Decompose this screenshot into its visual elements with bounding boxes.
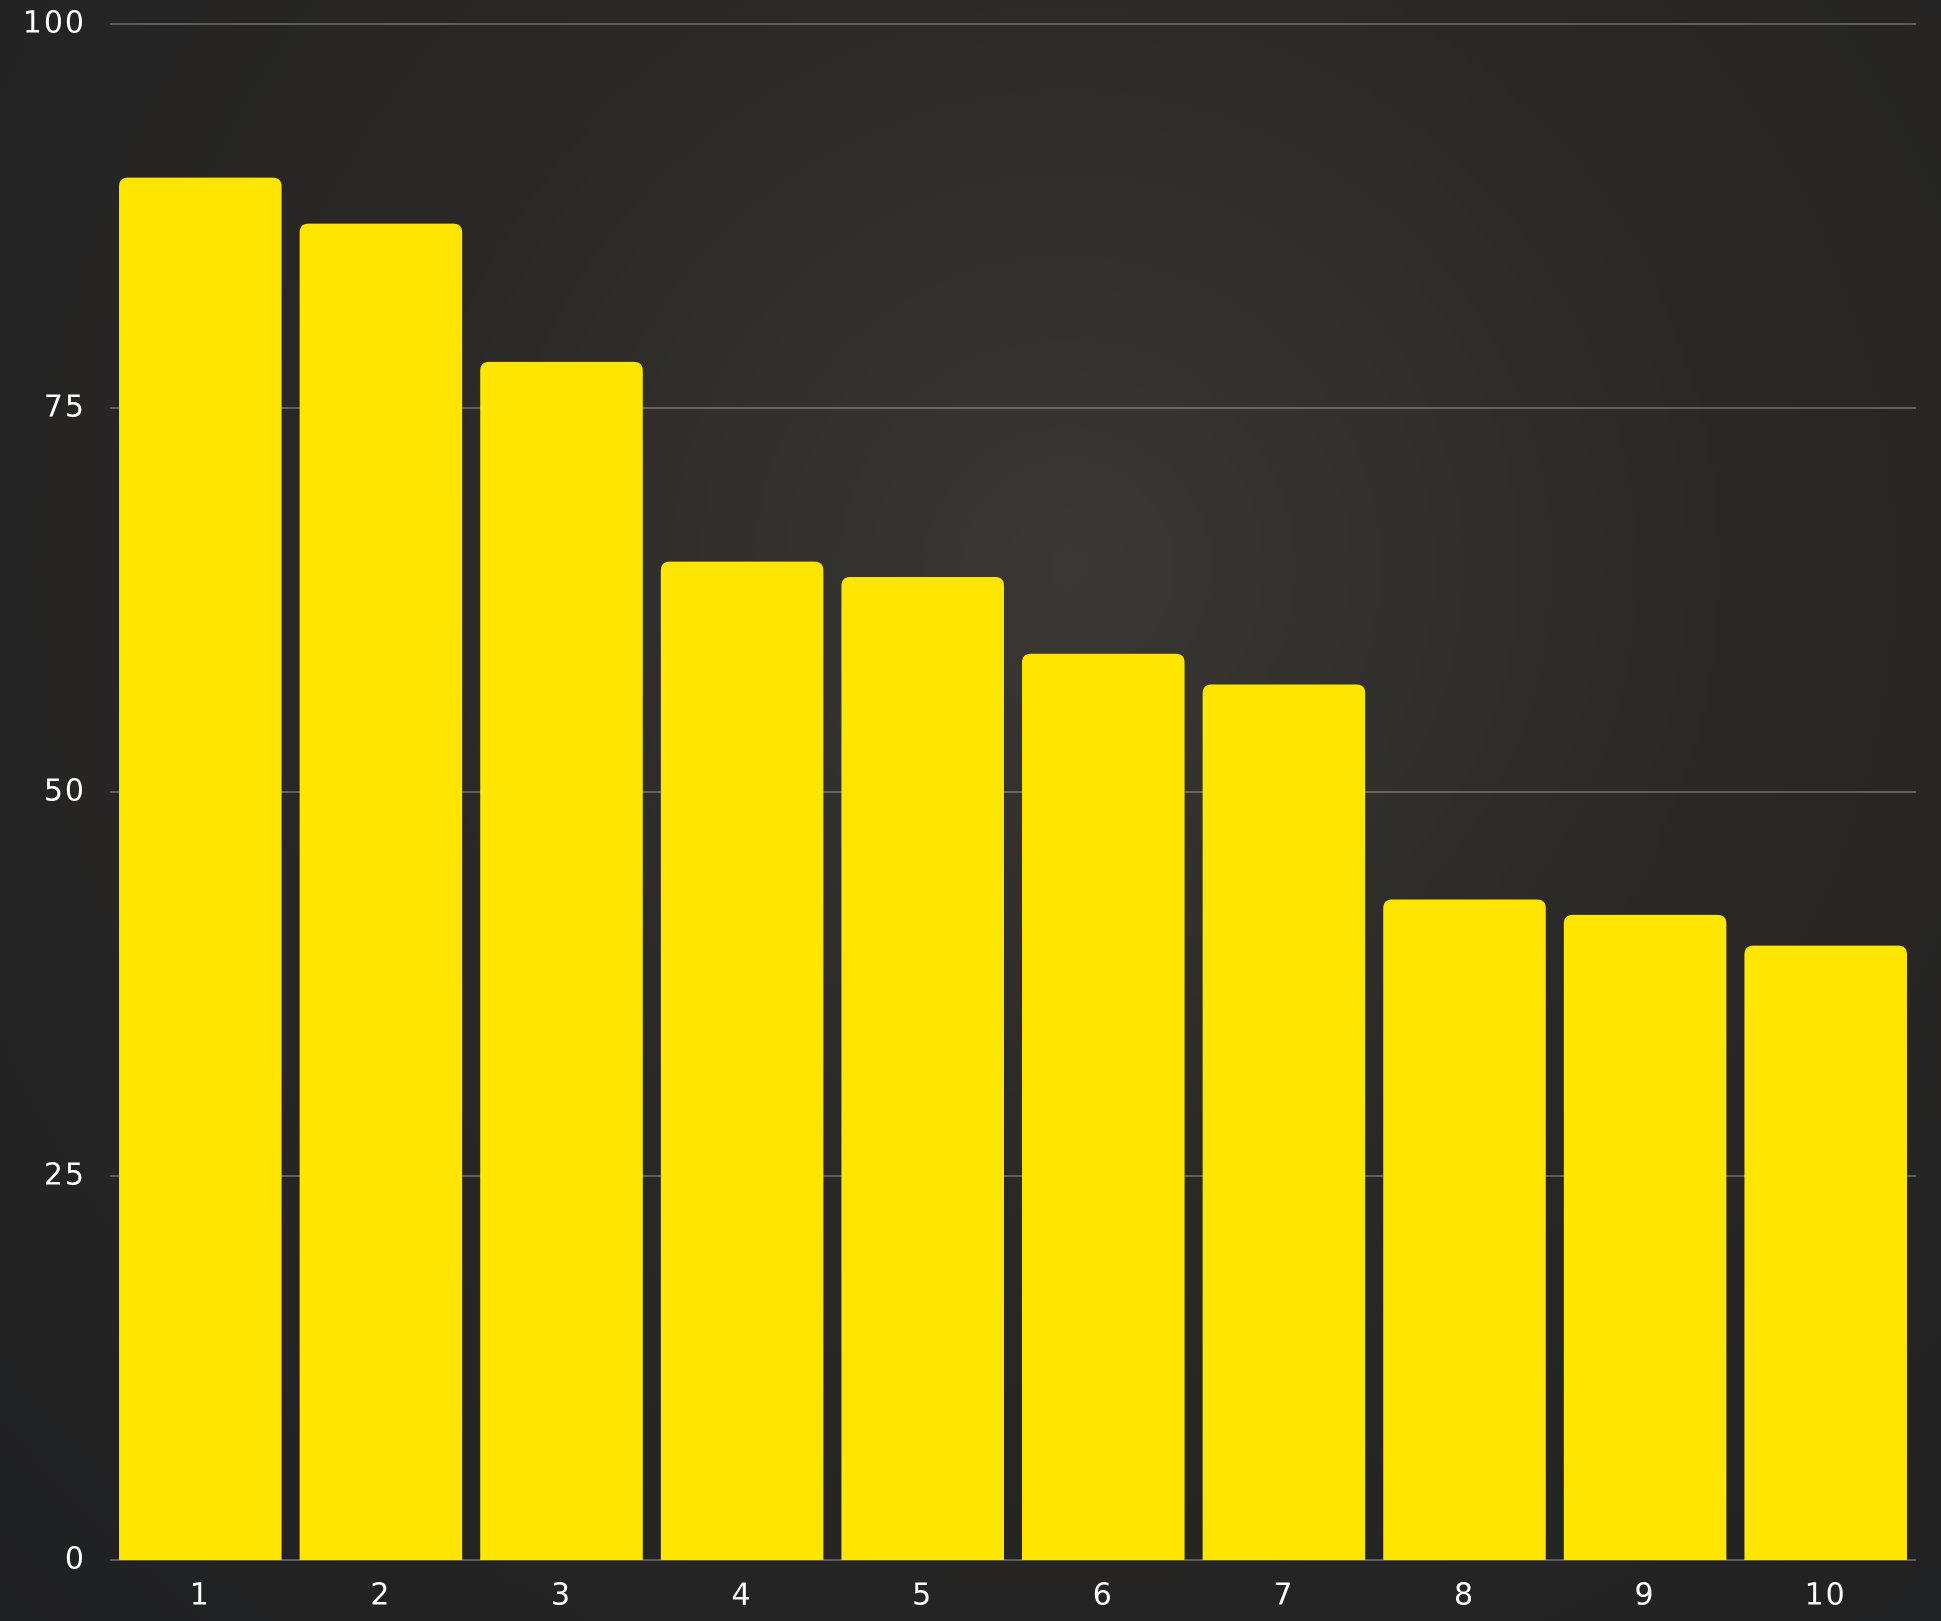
bar — [119, 177, 282, 1561]
x-tick-label: 5 — [912, 1578, 933, 1613]
x-tick-label: 3 — [551, 1578, 572, 1613]
x-tick-label: 10 — [1805, 1578, 1847, 1613]
x-tick-label: 6 — [1093, 1578, 1114, 1613]
bar — [1383, 899, 1546, 1560]
y-tick-label: 0 — [65, 1542, 86, 1577]
bar — [299, 223, 463, 1561]
bar — [480, 361, 643, 1560]
x-tick-label: 8 — [1454, 1578, 1475, 1613]
bar — [660, 561, 824, 1560]
bar — [1202, 684, 1366, 1560]
x-tick-label: 7 — [1273, 1578, 1294, 1613]
bar — [841, 576, 1004, 1560]
x-tick-label: 9 — [1635, 1578, 1656, 1613]
bar — [1744, 945, 1907, 1560]
y-tick-label: 25 — [44, 1158, 86, 1193]
x-tick-label: 2 — [370, 1578, 391, 1613]
y-tick-label: 100 — [23, 6, 86, 41]
bar — [1563, 914, 1727, 1560]
bar — [1022, 653, 1185, 1560]
x-tick-label: 1 — [190, 1578, 211, 1613]
y-tick-label: 50 — [44, 774, 86, 809]
y-tick-label: 75 — [44, 390, 86, 425]
x-tick-label: 4 — [732, 1578, 753, 1613]
